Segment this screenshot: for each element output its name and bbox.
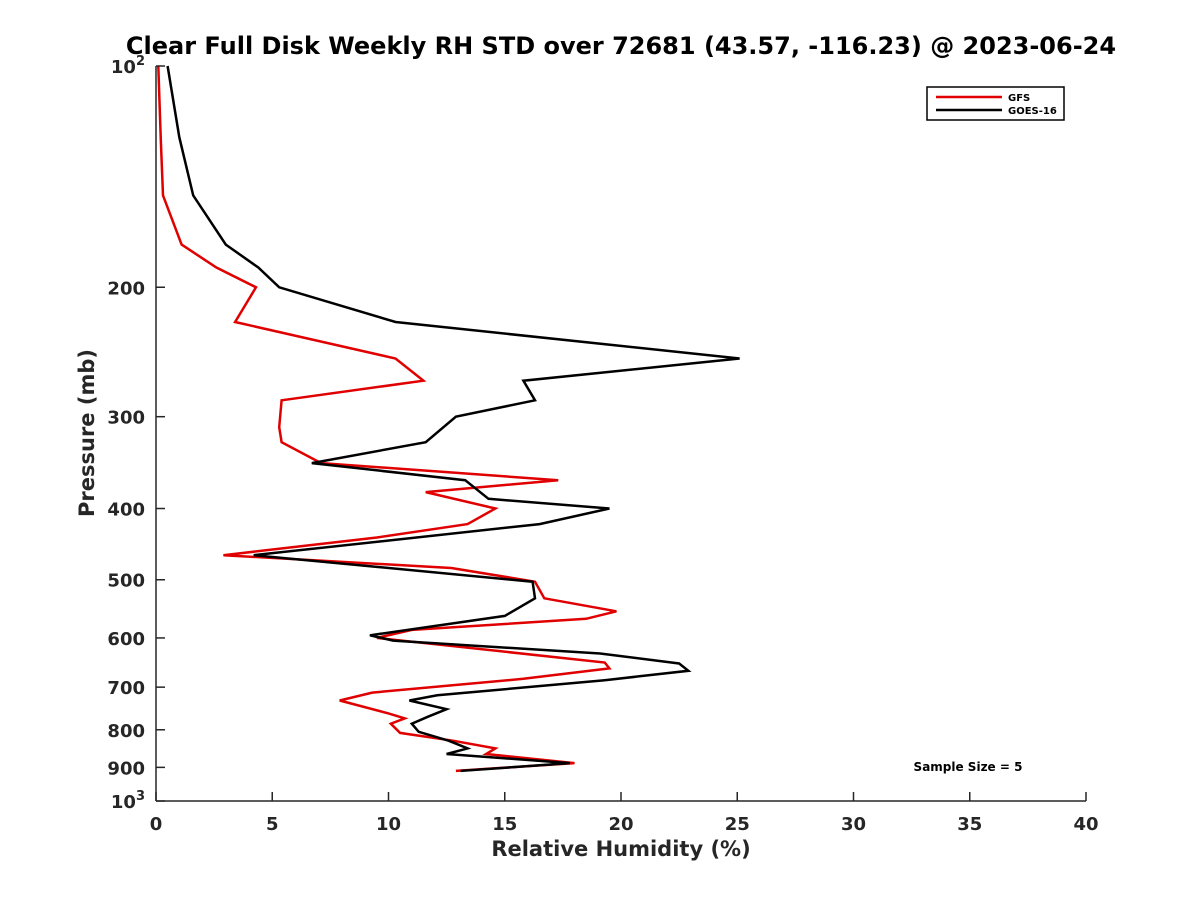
y-tick-label: 103 bbox=[111, 789, 145, 813]
y-tick-label: 500 bbox=[107, 571, 145, 592]
legend-gfs-label: GFS bbox=[1008, 93, 1030, 104]
y-axis-label: Pressure (mb) bbox=[75, 349, 99, 517]
legend-goes16-label: GOES-16 bbox=[1008, 106, 1057, 117]
chart-title: Clear Full Disk Weekly RH STD over 72681… bbox=[126, 32, 1116, 60]
x-tick-label: 25 bbox=[725, 814, 750, 835]
y-tick-label: 900 bbox=[107, 758, 145, 779]
series-line-gfs bbox=[157, 65, 617, 773]
series-line-goes-16 bbox=[166, 65, 740, 773]
x-tick-label: 20 bbox=[608, 814, 633, 835]
x-tick-label: 0 bbox=[150, 814, 163, 835]
legend-box bbox=[926, 86, 1065, 121]
y-ticks: 102 200 300 400 500 600 700 800 900 103 bbox=[107, 54, 165, 813]
y-tick-label: 600 bbox=[107, 629, 145, 650]
y-tick-label: 400 bbox=[107, 500, 145, 521]
x-axis-label: Relative Humidity (%) bbox=[491, 837, 750, 861]
x-tick-label: 30 bbox=[841, 814, 866, 835]
x-ticks: 0 5 10 15 20 25 30 35 40 bbox=[150, 792, 1099, 835]
y-tick-label: 200 bbox=[107, 278, 145, 299]
x-tick-label: 35 bbox=[957, 814, 982, 835]
x-tick-label: 15 bbox=[492, 814, 517, 835]
y-tick-label: 700 bbox=[107, 678, 145, 699]
y-tick-label: 300 bbox=[107, 408, 145, 429]
sample-size-annotation: Sample Size = 5 bbox=[914, 760, 1023, 774]
series-layer bbox=[157, 65, 740, 773]
legend: GFS GOES-16 bbox=[926, 86, 1065, 121]
x-tick-label: 10 bbox=[376, 814, 401, 835]
y-tick-label: 102 bbox=[111, 54, 145, 78]
x-tick-label: 40 bbox=[1073, 814, 1098, 835]
x-tick-label: 5 bbox=[266, 814, 279, 835]
y-tick-label: 800 bbox=[107, 721, 145, 742]
